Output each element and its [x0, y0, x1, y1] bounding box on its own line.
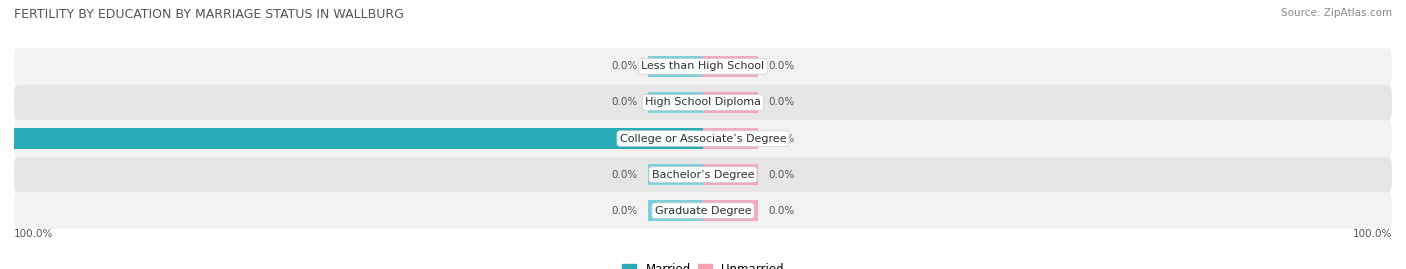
Bar — [703, 92, 758, 113]
Text: 0.0%: 0.0% — [769, 133, 794, 144]
Text: 0.0%: 0.0% — [769, 206, 794, 216]
Bar — [648, 200, 703, 221]
Text: 0.0%: 0.0% — [612, 169, 637, 180]
Text: 100.0%: 100.0% — [1353, 229, 1392, 239]
Text: 0.0%: 0.0% — [769, 61, 794, 72]
FancyBboxPatch shape — [14, 121, 1392, 157]
Bar — [703, 200, 758, 221]
Text: 0.0%: 0.0% — [612, 61, 637, 72]
Text: Less than High School: Less than High School — [641, 61, 765, 72]
FancyBboxPatch shape — [14, 48, 1392, 84]
Bar — [648, 56, 703, 77]
FancyBboxPatch shape — [14, 84, 1392, 121]
Text: High School Diploma: High School Diploma — [645, 97, 761, 108]
Text: 100.0%: 100.0% — [0, 133, 4, 144]
Text: Bachelor’s Degree: Bachelor’s Degree — [652, 169, 754, 180]
Text: 0.0%: 0.0% — [612, 97, 637, 108]
FancyBboxPatch shape — [14, 157, 1392, 193]
Bar — [648, 164, 703, 185]
Text: 0.0%: 0.0% — [612, 206, 637, 216]
Bar — [14, 128, 703, 149]
Bar — [703, 128, 758, 149]
Legend: Married, Unmarried: Married, Unmarried — [617, 258, 789, 269]
Bar — [703, 56, 758, 77]
Text: 0.0%: 0.0% — [769, 169, 794, 180]
Text: College or Associate’s Degree: College or Associate’s Degree — [620, 133, 786, 144]
Text: 0.0%: 0.0% — [769, 97, 794, 108]
Text: Graduate Degree: Graduate Degree — [655, 206, 751, 216]
Text: FERTILITY BY EDUCATION BY MARRIAGE STATUS IN WALLBURG: FERTILITY BY EDUCATION BY MARRIAGE STATU… — [14, 8, 404, 21]
Bar — [703, 164, 758, 185]
Text: 100.0%: 100.0% — [14, 229, 53, 239]
Bar — [648, 92, 703, 113]
Text: Source: ZipAtlas.com: Source: ZipAtlas.com — [1281, 8, 1392, 18]
FancyBboxPatch shape — [14, 193, 1392, 229]
